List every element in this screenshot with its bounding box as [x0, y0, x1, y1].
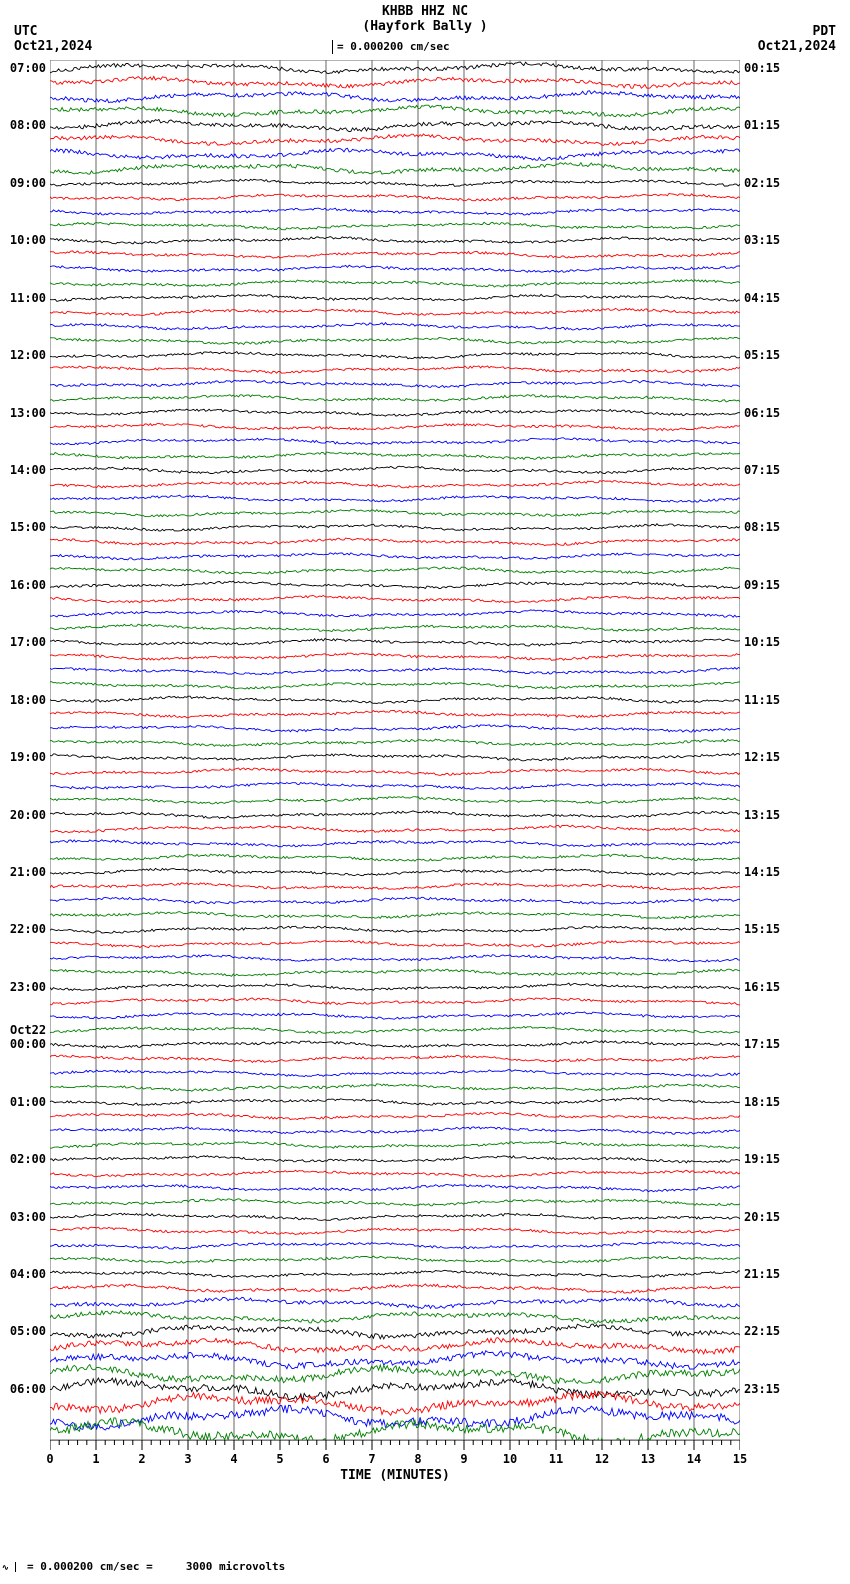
plot-svg	[50, 60, 740, 1440]
left-hour-label: 14:00	[0, 463, 46, 477]
footer-text-b: 3000 microvolts	[186, 1560, 285, 1573]
header-center: KHBB HHZ NC (Hayfork Bally )	[0, 4, 850, 34]
x-axis-label: TIME (MINUTES)	[50, 1468, 740, 1483]
right-hour-label: 03:15	[744, 233, 780, 247]
x-axis: TIME (MINUTES) 0123456789101112131415	[50, 1440, 740, 1490]
station-code: KHBB HHZ NC	[0, 4, 850, 19]
x-tick: 10	[503, 1452, 517, 1466]
left-hour-label: 12:00	[0, 348, 46, 362]
left-hour-label: 19:00	[0, 750, 46, 764]
left-hour-label: 00:00	[0, 1037, 46, 1051]
tz-right: PDT	[758, 24, 836, 39]
right-hour-label: 14:15	[744, 865, 780, 879]
x-tick: 14	[687, 1452, 701, 1466]
right-hour-label: 15:15	[744, 922, 780, 936]
x-tick: 1	[92, 1452, 99, 1466]
right-hour-label: 06:15	[744, 406, 780, 420]
footer-text-a: = 0.000200 cm/sec =	[27, 1560, 153, 1573]
scale-bar-icon	[332, 40, 333, 54]
footer: ∿ = 0.000200 cm/sec = 3000 microvolts	[2, 1560, 285, 1573]
footer-wave-icon: ∿	[2, 1563, 9, 1572]
x-tick: 12	[595, 1452, 609, 1466]
x-tick: 2	[138, 1452, 145, 1466]
right-hour-label: 01:15	[744, 118, 780, 132]
left-hour-label: 11:00	[0, 291, 46, 305]
date-break-label: Oct22	[10, 1023, 46, 1037]
left-hour-label: 23:00	[0, 980, 46, 994]
header-right: PDT Oct21,2024	[758, 24, 836, 54]
right-hour-label: 10:15	[744, 635, 780, 649]
right-hour-label: 13:15	[744, 808, 780, 822]
right-hour-label: 23:15	[744, 1382, 780, 1396]
left-hour-label: 08:00	[0, 118, 46, 132]
right-hour-label: 22:15	[744, 1324, 780, 1338]
x-tick: 4	[230, 1452, 237, 1466]
x-tick: 3	[184, 1452, 191, 1466]
left-hour-label: 03:00	[0, 1210, 46, 1224]
x-tick: 6	[322, 1452, 329, 1466]
left-hour-label: 06:00	[0, 1382, 46, 1396]
footer-scale-bar-icon	[15, 1562, 16, 1572]
seismogram-container: UTC Oct21,2024 KHBB HHZ NC (Hayfork Ball…	[0, 0, 850, 1584]
left-hour-label: 13:00	[0, 406, 46, 420]
left-hour-label: 22:00	[0, 922, 46, 936]
x-tick: 0	[46, 1452, 53, 1466]
right-hour-label: 11:15	[744, 693, 780, 707]
right-hour-label: 00:15	[744, 61, 780, 75]
x-axis-ticks	[50, 1440, 740, 1470]
right-hour-label: 20:15	[744, 1210, 780, 1224]
date-right: Oct21,2024	[758, 39, 836, 54]
plot-area	[50, 60, 740, 1440]
right-hour-label: 16:15	[744, 980, 780, 994]
right-hour-label: 19:15	[744, 1152, 780, 1166]
x-tick: 5	[276, 1452, 283, 1466]
right-hour-label: 04:15	[744, 291, 780, 305]
right-hour-label: 18:15	[744, 1095, 780, 1109]
left-hour-label: 15:00	[0, 520, 46, 534]
right-hour-label: 02:15	[744, 176, 780, 190]
left-hour-label: 09:00	[0, 176, 46, 190]
left-hour-label: 17:00	[0, 635, 46, 649]
right-hour-label: 08:15	[744, 520, 780, 534]
left-hour-label: 18:00	[0, 693, 46, 707]
right-hour-label: 05:15	[744, 348, 780, 362]
left-hour-label: 04:00	[0, 1267, 46, 1281]
left-hour-label: 02:00	[0, 1152, 46, 1166]
left-hour-label: 05:00	[0, 1324, 46, 1338]
right-hour-label: 09:15	[744, 578, 780, 592]
date-left: Oct21,2024	[14, 39, 92, 54]
station-name: (Hayfork Bally )	[0, 19, 850, 34]
right-hour-label: 07:15	[744, 463, 780, 477]
x-tick: 15	[733, 1452, 747, 1466]
x-tick: 7	[368, 1452, 375, 1466]
right-hour-label: 12:15	[744, 750, 780, 764]
left-hour-label: 01:00	[0, 1095, 46, 1109]
x-tick: 11	[549, 1452, 563, 1466]
scale-text: = 0.000200 cm/sec	[337, 40, 450, 53]
left-hour-label: 21:00	[0, 865, 46, 879]
left-hour-label: 10:00	[0, 233, 46, 247]
x-tick: 13	[641, 1452, 655, 1466]
x-tick: 9	[460, 1452, 467, 1466]
left-hour-label: 07:00	[0, 61, 46, 75]
right-hour-label: 21:15	[744, 1267, 780, 1281]
left-hour-label: 20:00	[0, 808, 46, 822]
x-tick: 8	[414, 1452, 421, 1466]
right-hour-label: 17:15	[744, 1037, 780, 1051]
scale-note: = 0.000200 cm/sec	[332, 40, 450, 54]
left-hour-label: 16:00	[0, 578, 46, 592]
